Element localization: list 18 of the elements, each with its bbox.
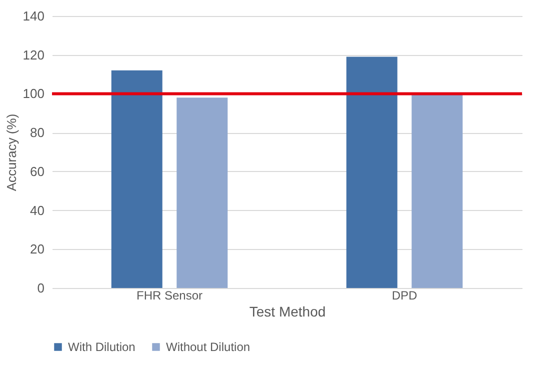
y-tick-label: 120 [22,47,44,62]
x-tick-label: FHR Sensor [136,288,203,302]
legend-label: Without Dilution [166,340,250,354]
y-tick-label: 140 [22,8,44,24]
x-tick-label: DPD [392,288,418,302]
bar [412,94,463,288]
y-axis-title: Accuracy (%) [4,114,19,192]
x-axis-title: Test Method [249,304,326,320]
y-tick-label: 60 [30,164,44,179]
y-tick-label: 100 [22,86,44,102]
legend-label: With Dilution [68,340,136,354]
y-tick-label: 80 [30,125,44,140]
bar [346,56,398,288]
bar [176,98,228,288]
bar [111,70,162,288]
y-tick-label: 40 [30,202,44,218]
y-tick-label: 20 [30,242,44,257]
y-tick-label: 0 [37,280,44,296]
